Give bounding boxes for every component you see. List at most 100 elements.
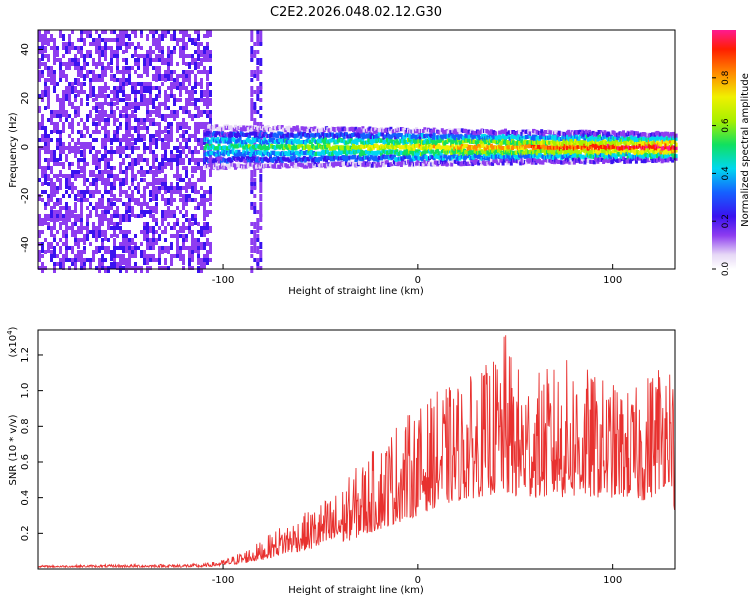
spectrogram-noise-cell xyxy=(179,38,182,42)
spectrogram-noise-cell xyxy=(98,226,101,233)
spectrogram-noise-cell xyxy=(65,146,68,150)
spectrogram-signal-cell xyxy=(354,138,358,143)
spectrogram-noise-cell xyxy=(62,54,65,58)
spectrogram-noise-cell xyxy=(128,266,131,270)
spectrogram-signal-cell xyxy=(610,151,614,156)
spectrogram-noise-cell xyxy=(98,170,101,174)
spectrogram-noise-cell xyxy=(92,254,95,261)
spectrogram-signal-cell xyxy=(439,130,443,135)
spectrogram-noise-cell xyxy=(250,238,254,245)
spectrogram-noise-cell xyxy=(104,86,107,93)
spectrogram-signal-cell xyxy=(433,151,437,156)
spectrogram-noise-cell xyxy=(161,50,164,54)
spectrogram-signal-cell xyxy=(428,136,431,141)
spectrogram-noise-cell xyxy=(158,46,161,53)
spectrogram-noise-cell xyxy=(116,138,119,142)
spectrogram-noise-cell xyxy=(206,98,209,102)
spectrogram-signal-cell xyxy=(577,137,581,141)
spectrogram-noise-cell xyxy=(65,238,68,242)
spectrogram-signal-cell xyxy=(457,145,461,150)
spectrogram-noise-cell xyxy=(74,258,77,265)
spectrogram-noise-cell xyxy=(56,58,59,62)
spectrogram-signal-cell xyxy=(596,159,600,164)
spectrogram-noise-cell xyxy=(122,170,125,174)
spectrogram-noise-cell xyxy=(119,218,122,225)
spectrogram-signal-cell xyxy=(533,137,537,142)
spectrogram-noise-cell xyxy=(164,70,167,74)
spectrogram-noise-cell xyxy=(170,86,173,93)
spectrogram-noise-cell xyxy=(182,158,185,165)
spectrogram-noise-cell xyxy=(122,238,125,242)
spectrogram-noise-cell xyxy=(59,154,62,161)
spectrogram-noise-cell xyxy=(53,154,56,158)
spectrogram-noise-cell xyxy=(146,82,149,86)
spectrogram-noise-cell xyxy=(203,90,206,97)
spectrogram-noise-cell xyxy=(200,58,203,62)
spectrogram-noise-cell xyxy=(155,154,158,161)
spectrogram-signal-cell xyxy=(278,159,282,164)
spectrogram-noise-cell xyxy=(41,262,44,266)
spectrogram-noise-cell xyxy=(110,262,113,269)
spectrogram-noise-cell xyxy=(125,94,128,101)
spectrogram-noise-cell xyxy=(134,262,137,266)
spectrogram-noise-cell xyxy=(149,190,152,197)
spectrogram-noise-cell xyxy=(146,86,149,93)
spectrogram-signal-cell xyxy=(522,131,526,136)
spectrogram-signal-cell xyxy=(286,146,290,150)
spectrogram-noise-cell xyxy=(113,238,116,242)
spectrogram-signal-cell xyxy=(450,162,454,167)
spectrogram-noise-cell xyxy=(158,94,161,98)
spectrogram-noise-cell xyxy=(113,226,116,233)
spectrogram-noise-cell xyxy=(155,122,158,126)
spectrogram-noise-cell xyxy=(188,182,191,189)
spectrogram-signal-cell xyxy=(439,154,443,159)
spectrogram-noise-cell xyxy=(134,246,137,253)
spectrogram-noise-cell xyxy=(119,214,122,218)
spectrogram-noise-cell xyxy=(128,94,131,101)
spectrogram-noise-cell xyxy=(182,242,185,249)
spectrogram-noise-cell xyxy=(74,114,77,118)
spectrogram-noise-cell xyxy=(47,94,50,98)
spectrogram-noise-cell xyxy=(182,54,185,58)
spectrogram-noise-cell xyxy=(98,114,101,118)
spectrogram-noise-cell xyxy=(158,266,161,270)
spectrogram-signal-cell xyxy=(509,140,513,145)
spectrogram-noise-cell xyxy=(179,30,182,34)
spectrogram-noise-cell xyxy=(116,206,119,213)
spectrogram-noise-cell xyxy=(86,218,89,222)
spectrogram-signal-cell xyxy=(366,143,369,148)
spectrogram-noise-cell xyxy=(253,90,257,94)
spectrogram-signal-cell xyxy=(305,164,309,169)
spectrogram-signal-cell xyxy=(432,132,436,137)
spectrogram-noise-cell xyxy=(80,46,83,50)
spectrogram-noise-cell xyxy=(149,150,152,154)
spectrogram-noise-cell xyxy=(83,82,86,86)
spectrogram-noise-cell xyxy=(253,222,257,229)
spectrogram-signal-cell xyxy=(276,134,279,139)
spectrogram-noise-cell xyxy=(149,138,152,142)
spectrogram-noise-cell xyxy=(59,222,62,226)
spectrogram-signal-cell xyxy=(313,126,317,131)
spectrogram-noise-cell xyxy=(122,214,125,218)
spectrogram-noise-cell xyxy=(65,110,68,117)
spectrogram-noise-cell xyxy=(200,178,203,182)
spectrogram-noise-cell xyxy=(197,54,200,61)
spectrogram-noise-cell xyxy=(110,166,113,170)
spectrogram-noise-cell xyxy=(77,170,80,174)
spectrogram-noise-cell xyxy=(95,190,98,194)
spectrogram-noise-cell xyxy=(125,170,128,174)
spectrogram-noise-cell xyxy=(152,246,155,250)
spectrogram-signal-cell xyxy=(577,157,581,162)
spectrogram-signal-cell xyxy=(451,143,455,148)
spectrogram-noise-cell xyxy=(47,102,50,109)
spectrogram-noise-cell xyxy=(62,194,65,198)
spectrogram-noise-cell xyxy=(140,74,143,78)
spectrogram-noise-cell xyxy=(176,74,179,81)
spectrogram-noise-cell xyxy=(161,162,164,169)
spectrogram-signal-cell xyxy=(312,163,316,168)
spectrogram-noise-cell xyxy=(209,58,212,62)
spectrogram-signal-cell xyxy=(331,132,334,137)
spectrogram-noise-cell xyxy=(146,182,149,189)
spectrogram-signal-cell xyxy=(376,134,380,139)
spectrogram-noise-cell xyxy=(137,122,140,126)
